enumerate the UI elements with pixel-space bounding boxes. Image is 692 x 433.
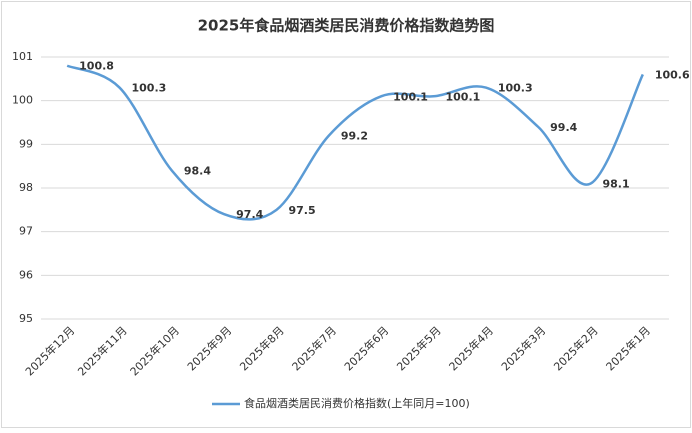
data-label: 98.4 [184, 165, 211, 178]
data-label: 97.5 [289, 204, 316, 217]
y-tick-label: 101 [12, 50, 33, 63]
y-tick-label: 97 [19, 225, 33, 238]
y-tick-label: 100 [12, 94, 33, 107]
data-label: 100.1 [393, 90, 428, 103]
data-label: 99.2 [341, 130, 368, 143]
data-label: 100.8 [79, 60, 114, 73]
y-tick-label: 96 [19, 268, 33, 281]
y-tick-label: 95 [19, 312, 33, 325]
data-label: 100.3 [498, 82, 533, 95]
series-line [66, 64, 644, 221]
data-label: 100.3 [132, 82, 167, 95]
data-label: 100.1 [446, 90, 481, 103]
y-tick-label: 98 [19, 181, 33, 194]
data-label: 100.6 [655, 68, 690, 81]
data-label: 98.1 [603, 178, 630, 191]
legend-label: 食品烟酒类居民消费价格指数(上年同月=100) [244, 396, 470, 410]
y-tick-label: 99 [19, 137, 33, 150]
chart-title: 2025年食品烟酒类居民消费价格指数趋势图 [198, 17, 495, 35]
data-label: 97.4 [236, 208, 263, 221]
data-label: 99.4 [550, 121, 577, 134]
